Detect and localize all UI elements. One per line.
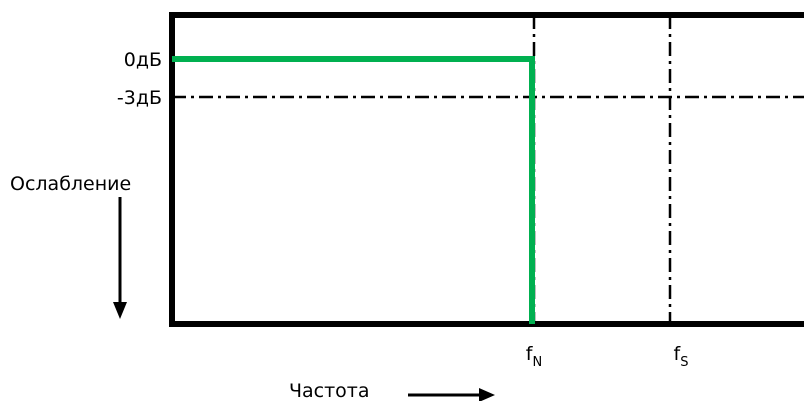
nyquist-label-base: f xyxy=(526,343,534,365)
sampling-label-base: f xyxy=(674,343,682,365)
minus3db-label: -3дБ xyxy=(117,87,162,109)
zero-db-label: 0дБ xyxy=(124,49,162,71)
ideal-filter-response-curve xyxy=(172,56,535,324)
sampling-frequency-label: fS xyxy=(674,343,689,370)
frequency-axis-title: Частота xyxy=(289,380,370,401)
attenuation-axis-title: Ослабление xyxy=(10,173,131,195)
nyquist-frequency-label: fN xyxy=(526,343,542,370)
sampling-label-subscript: S xyxy=(680,355,688,370)
nyquist-label-subscript: N xyxy=(532,355,542,370)
attenuation-down-arrow-icon xyxy=(113,197,127,319)
frequency-right-arrow-icon xyxy=(408,388,495,401)
